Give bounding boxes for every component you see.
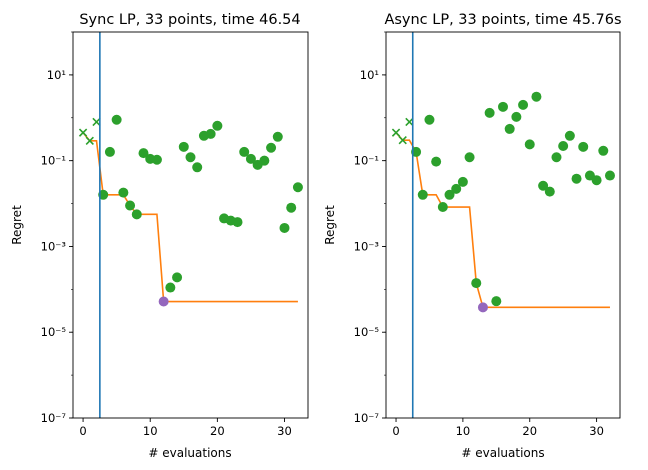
x-tick-label: 30 bbox=[589, 424, 604, 438]
y-tick-label: 10⁻⁵ bbox=[41, 325, 67, 339]
x-tick-label: 10 bbox=[456, 424, 471, 438]
data-point bbox=[417, 189, 428, 200]
data-point bbox=[205, 128, 216, 139]
data-point bbox=[544, 186, 555, 197]
data-point bbox=[165, 282, 176, 293]
axes-frame bbox=[72, 31, 309, 419]
y-tick-label: 10¹ bbox=[360, 68, 379, 82]
y-tick-label: 10⁻¹ bbox=[354, 154, 379, 168]
initial-point-marker bbox=[405, 117, 414, 127]
data-point bbox=[266, 142, 277, 153]
x-tick-label: 20 bbox=[522, 424, 537, 438]
best-so-far-line bbox=[395, 132, 610, 309]
data-point bbox=[564, 130, 575, 141]
data-point bbox=[471, 278, 482, 289]
data-point bbox=[172, 272, 183, 283]
data-point bbox=[444, 189, 455, 200]
data-point bbox=[457, 176, 468, 187]
data-point bbox=[272, 131, 283, 142]
left-subplot: Sync LP, 33 points, time 46.54 # evaluat… bbox=[10, 12, 309, 460]
data-point bbox=[245, 153, 256, 164]
data-point bbox=[125, 200, 136, 211]
data-point bbox=[551, 152, 562, 163]
data-point bbox=[424, 114, 435, 125]
y-tick-label: 10⁻⁵ bbox=[354, 325, 380, 339]
data-point bbox=[431, 156, 442, 167]
data-point bbox=[98, 189, 109, 200]
data-point bbox=[604, 170, 615, 181]
initial-point-marker bbox=[92, 117, 101, 127]
data-point bbox=[451, 183, 462, 194]
data-point bbox=[524, 139, 535, 150]
x-tick-label: 0 bbox=[392, 424, 399, 438]
data-point bbox=[111, 114, 122, 125]
data-point bbox=[498, 101, 508, 112]
data-point bbox=[138, 148, 149, 159]
data-point bbox=[491, 296, 502, 307]
data-point bbox=[504, 123, 515, 134]
data-point bbox=[292, 182, 303, 193]
data-point bbox=[411, 146, 422, 157]
x-tick-label: 0 bbox=[79, 424, 86, 438]
plot-area bbox=[391, 32, 615, 418]
data-point bbox=[437, 202, 448, 213]
data-point bbox=[178, 141, 189, 152]
initial-point-marker bbox=[85, 136, 94, 146]
data-point bbox=[239, 146, 250, 157]
left-xlabel: # evaluations bbox=[148, 446, 231, 460]
y-tick-label: 10⁻⁷ bbox=[354, 411, 380, 425]
x-tick-label: 20 bbox=[210, 424, 225, 438]
data-point bbox=[259, 155, 270, 166]
initial-point-marker bbox=[391, 128, 401, 137]
data-point bbox=[538, 180, 549, 191]
plot-area bbox=[78, 32, 303, 418]
right-xlabel: # evaluations bbox=[461, 446, 544, 460]
y-tick-label: 10¹ bbox=[47, 68, 66, 82]
initial-point-marker bbox=[78, 128, 88, 137]
data-point bbox=[511, 111, 522, 122]
data-point bbox=[185, 152, 196, 163]
right-title: Async LP, 33 points, time 45.76s bbox=[384, 12, 621, 28]
data-point bbox=[151, 154, 162, 165]
data-point bbox=[118, 187, 129, 198]
axes-frame bbox=[385, 31, 621, 419]
data-point bbox=[598, 145, 609, 156]
right-ylabel: Regret bbox=[323, 205, 337, 245]
left-title: Sync LP, 33 points, time 46.54 bbox=[79, 12, 300, 28]
y-tick-label: 10⁻¹ bbox=[41, 154, 66, 168]
data-point bbox=[484, 107, 495, 118]
data-point bbox=[518, 99, 529, 110]
y-tick-label: 10⁻⁷ bbox=[41, 411, 67, 425]
data-point bbox=[279, 222, 290, 233]
data-point bbox=[131, 209, 142, 220]
x-tick-label: 30 bbox=[277, 424, 292, 438]
data-point bbox=[578, 141, 589, 152]
data-point bbox=[558, 140, 569, 151]
data-point bbox=[192, 162, 203, 173]
y-tick-label: 10⁻³ bbox=[41, 239, 67, 253]
y-tick-label: 10⁻³ bbox=[354, 239, 380, 253]
data-point bbox=[104, 146, 115, 157]
left-ylabel: Regret bbox=[10, 205, 24, 245]
initial-point-marker bbox=[398, 136, 407, 145]
best-point bbox=[158, 296, 169, 307]
data-point bbox=[286, 202, 297, 213]
data-point bbox=[212, 120, 223, 131]
best-point bbox=[477, 302, 488, 313]
data-point bbox=[464, 152, 475, 163]
x-tick-label: 10 bbox=[143, 424, 158, 438]
data-point bbox=[591, 175, 602, 186]
data-point bbox=[232, 217, 243, 228]
right-subplot: Async LP, 33 points, time 45.76s # evalu… bbox=[323, 12, 622, 460]
data-point bbox=[571, 173, 582, 184]
data-point bbox=[531, 91, 542, 102]
